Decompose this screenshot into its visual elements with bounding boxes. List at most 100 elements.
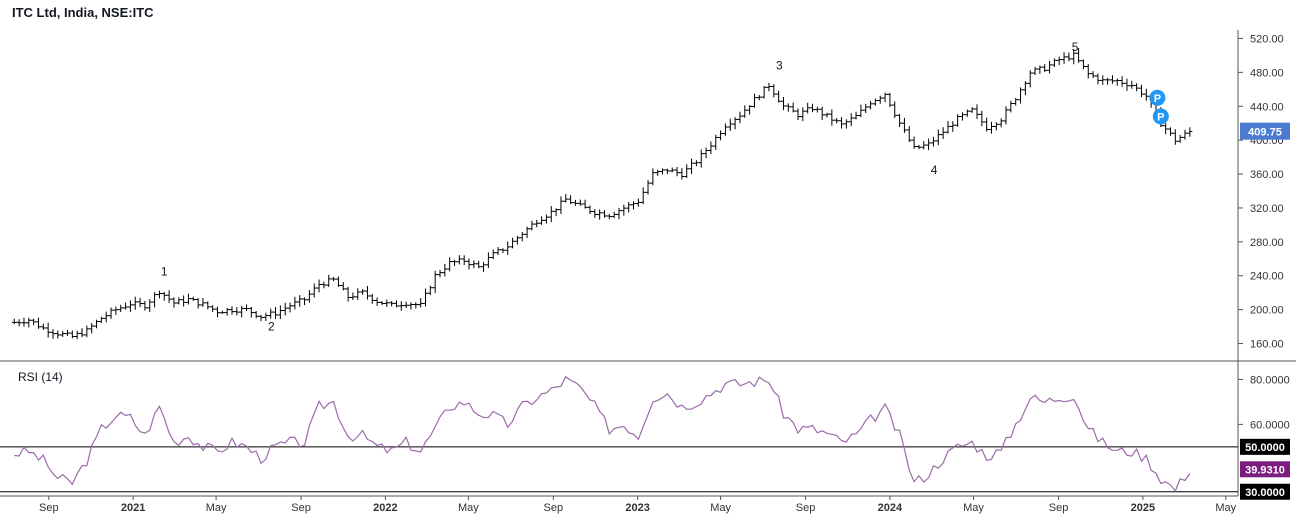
price-bar xyxy=(1105,77,1111,85)
marker-label: P xyxy=(1157,111,1164,123)
marker-circle[interactable] xyxy=(1152,108,1169,125)
time-tick-label: 2025 xyxy=(1131,502,1155,514)
price-bar xyxy=(98,316,104,324)
price-tick-label: 320.00 xyxy=(1250,203,1284,215)
price-bar xyxy=(993,122,999,131)
price-bar xyxy=(500,248,506,253)
price-bar xyxy=(998,118,1004,128)
price-bar xyxy=(1071,49,1077,65)
price-bar xyxy=(882,92,888,103)
price-bar xyxy=(582,199,588,209)
time-tick-label: 2021 xyxy=(121,502,145,514)
price-bar xyxy=(635,198,641,207)
price-bar xyxy=(843,119,849,129)
price-bar xyxy=(69,330,75,339)
price-bar xyxy=(563,193,569,203)
price-bar xyxy=(471,260,477,269)
time-tick-label: 2023 xyxy=(625,502,649,514)
price-bar xyxy=(892,101,898,119)
price-bar xyxy=(1051,58,1057,67)
event-markers[interactable]: PP xyxy=(1149,89,1169,125)
wave-label: 2 xyxy=(268,320,275,334)
price-bar xyxy=(335,276,341,287)
price-bar xyxy=(1061,52,1067,64)
price-bar xyxy=(490,249,496,260)
price-bar xyxy=(969,107,975,113)
price-bar xyxy=(452,259,458,267)
price-bar xyxy=(718,130,724,141)
price-bar xyxy=(921,141,927,150)
price-bar xyxy=(1124,78,1130,91)
price-bar xyxy=(539,216,545,225)
rsi-tick-label: 80.0000 xyxy=(1250,374,1290,386)
price-bar xyxy=(795,108,801,121)
price-bar xyxy=(476,260,482,269)
price-bar xyxy=(626,202,632,213)
price-bar xyxy=(485,252,491,269)
price-bar xyxy=(45,322,51,338)
wave-labels: 1 2 3 4 5 xyxy=(161,40,1079,334)
price-bar xyxy=(805,102,811,114)
time-tick-label: May xyxy=(963,502,984,514)
time-axis: Sep 2021 May Sep 2022 May Sep 2023 May Sep 2024 May… xyxy=(39,496,1237,514)
price-bar xyxy=(1018,87,1024,104)
price-bar xyxy=(205,301,211,310)
price-bar xyxy=(1172,129,1178,145)
rsi-reference-badge-label: 30.0000 xyxy=(1245,487,1285,499)
price-bar xyxy=(1042,64,1048,73)
price-bar xyxy=(258,314,264,322)
price-bar xyxy=(1163,123,1169,135)
price-bar xyxy=(321,281,327,289)
price-series xyxy=(11,48,1193,340)
price-bar xyxy=(171,297,177,308)
price-bar xyxy=(988,121,994,134)
time-tick-label: May xyxy=(1215,502,1236,514)
price-bar xyxy=(393,300,399,308)
price-bar xyxy=(282,302,288,316)
price-bar xyxy=(1167,127,1173,136)
marker-circle[interactable] xyxy=(1149,89,1166,106)
price-bar xyxy=(519,232,525,242)
price-bar xyxy=(384,299,390,308)
last-price-badge-label: 409.75 xyxy=(1248,127,1282,139)
price-bar xyxy=(558,196,564,215)
price-bar xyxy=(974,104,980,120)
price-bar xyxy=(776,90,782,103)
price-bar xyxy=(248,306,254,318)
price-bar xyxy=(1138,84,1144,98)
price-axis: 520.00480.00440.00400.00360.00320.00280.… xyxy=(1238,33,1284,351)
price-bar xyxy=(810,103,816,113)
price-bar xyxy=(65,329,71,336)
wave-label: 3 xyxy=(776,59,783,73)
price-bar xyxy=(442,263,448,277)
price-bar xyxy=(911,136,917,149)
price-bar xyxy=(331,276,337,282)
price-bar xyxy=(863,103,869,114)
price-bar xyxy=(887,92,893,108)
price-bar xyxy=(1003,106,1009,125)
price-bar xyxy=(524,226,530,239)
rsi-reference-badge-box xyxy=(1240,438,1290,455)
price-bar xyxy=(277,305,283,320)
price-bar xyxy=(703,147,709,159)
rsi-last-value-box xyxy=(1240,461,1290,478)
rsi-reference-lines: 50.0000 30.0000 xyxy=(0,438,1290,500)
event-marker[interactable]: P xyxy=(1149,89,1166,106)
price-bar xyxy=(26,317,32,328)
price-bar xyxy=(152,292,158,308)
price-bar xyxy=(1085,63,1091,79)
event-marker[interactable]: P xyxy=(1152,108,1169,125)
price-tick-label: 240.00 xyxy=(1250,271,1284,283)
wave-label: 5 xyxy=(1072,40,1079,54)
price-bar xyxy=(350,292,356,301)
time-tick-label: Sep xyxy=(291,502,311,514)
price-bar xyxy=(1187,127,1193,137)
price-bar xyxy=(31,318,37,326)
price-bar xyxy=(877,95,883,104)
price-bar xyxy=(631,201,637,210)
price-bar xyxy=(1027,70,1033,88)
price-bar xyxy=(181,295,187,307)
price-bar xyxy=(930,136,936,147)
price-bar xyxy=(1008,100,1014,113)
